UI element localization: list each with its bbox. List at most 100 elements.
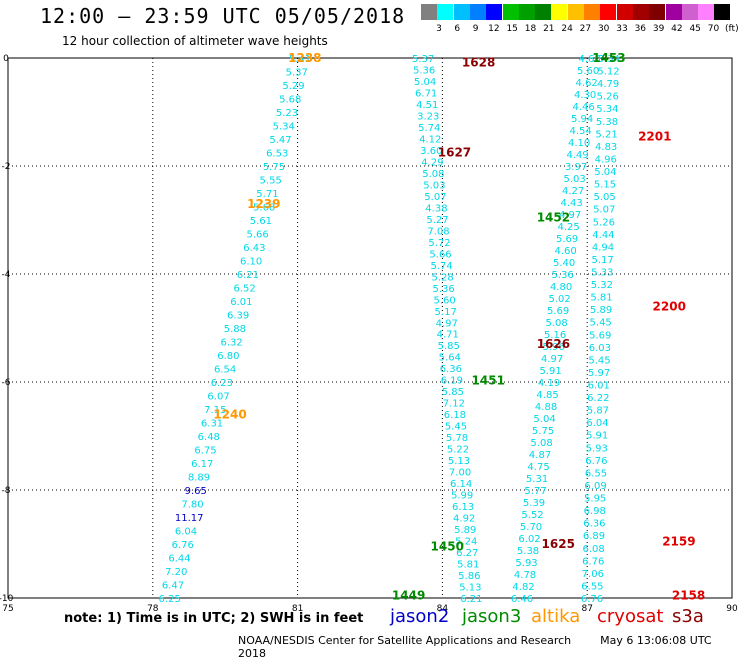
- swh-value: 6.08: [582, 544, 604, 555]
- swh-value: 4.79: [597, 79, 619, 90]
- swh-value: 5.08: [545, 318, 567, 329]
- swh-value: 4.51: [416, 100, 438, 111]
- swh-value: 4.43: [560, 198, 582, 209]
- scale-swatch: [681, 4, 698, 20]
- swh-value: 5.97: [588, 368, 610, 379]
- y-tick-label: -6: [2, 378, 11, 388]
- swh-value: 8.89: [188, 473, 210, 484]
- y-tick-label: 0: [3, 54, 9, 64]
- pass-number-label: 1626: [537, 337, 570, 351]
- pass-number-label: 1451: [472, 373, 505, 387]
- swh-value: 6.31: [201, 419, 223, 430]
- swh-value: 5.71: [256, 189, 278, 200]
- swh-value: 6.39: [227, 311, 249, 322]
- swh-value: 6.55: [585, 468, 607, 479]
- x-tick-label: 84: [437, 604, 449, 614]
- swh-value: 5.23: [276, 108, 298, 119]
- scale-label: 12: [488, 24, 500, 34]
- scale-swatch: [437, 4, 454, 20]
- swh-value: 5.17: [435, 307, 457, 318]
- swh-value: 6.52: [233, 284, 255, 295]
- swh-value: 7.06: [582, 569, 604, 580]
- swh-value: 6.23: [211, 378, 233, 389]
- swh-value: 6.98: [584, 506, 606, 517]
- scale-swatch: [632, 4, 649, 20]
- swh-value: 6.71: [415, 88, 437, 99]
- swh-value: 5.93: [515, 558, 537, 569]
- scale-label: 15: [506, 24, 518, 34]
- swh-value: 3.60: [420, 146, 442, 157]
- pass-number-label: 2200: [653, 299, 686, 313]
- satellite-legend-item: altika: [531, 606, 581, 627]
- scale-label: 9: [472, 24, 479, 34]
- swh-value: 5.08: [422, 169, 444, 180]
- scale-swatch: [698, 4, 715, 20]
- scale-label: 27: [579, 24, 592, 34]
- swh-value: 5.39: [523, 498, 545, 509]
- swh-value: 7.12: [443, 399, 465, 410]
- swh-value: 5.24: [455, 537, 477, 548]
- swh-value: 6.27: [456, 548, 478, 559]
- swh-value: 5.55: [260, 176, 282, 187]
- swh-value: 5.93: [586, 443, 608, 454]
- swh-value: 6.36: [440, 364, 462, 375]
- swh-value: 5.69: [589, 330, 611, 341]
- swh-value: 5.60: [577, 66, 599, 77]
- swh-value: 5.95: [584, 494, 606, 505]
- swh-value: 5.75: [263, 162, 285, 173]
- swh-value: 4.92: [453, 514, 475, 525]
- swh-value: 5.78: [446, 433, 468, 444]
- swh-value: 5.99: [451, 491, 473, 502]
- swh-value: 5.70: [520, 522, 542, 533]
- note-text: note: 1) Time is in UTC; 2) SWH is in fe…: [64, 611, 364, 626]
- swh-value: 6.25: [159, 594, 181, 605]
- swh-value: 5.12: [597, 67, 619, 78]
- swh-value: 5.36: [551, 270, 573, 281]
- credit-line: NOAA/NESDIS Center for Satellite Applica…: [238, 634, 740, 660]
- y-tick-label: -2: [2, 162, 11, 172]
- scale-swatch: [421, 4, 437, 20]
- swh-value: 4.75: [527, 462, 549, 473]
- scale-swatch: [551, 4, 568, 20]
- swh-value: 6.19: [441, 376, 463, 387]
- scale-label: 3: [436, 24, 442, 34]
- swh-value: 4.38: [425, 203, 447, 214]
- swh-value: 4.10: [568, 138, 590, 149]
- swh-value: 6.44: [168, 554, 190, 565]
- swh-value: 5.91: [539, 366, 561, 377]
- scale-unit: (ft): [725, 24, 739, 34]
- swh-value: 3.23: [417, 111, 439, 122]
- swh-value: 5.96: [542, 342, 564, 353]
- swh-value: 4.25: [557, 222, 579, 233]
- swh-value: 5.16: [544, 330, 566, 341]
- scale-swatch: [469, 4, 486, 20]
- pass-number-label: 2158: [672, 588, 705, 602]
- scale-swatch: [486, 4, 503, 20]
- scale-swatch: [567, 4, 584, 20]
- swh-value: 5.77: [524, 486, 546, 497]
- pass-number-label: 2201: [638, 129, 671, 143]
- scale-label: 39: [652, 24, 665, 34]
- swh-value: 5.74: [430, 261, 452, 272]
- swh-value: 6.75: [194, 446, 216, 457]
- swh-value: 4.87: [529, 450, 551, 461]
- swh-value: 5.61: [250, 216, 272, 227]
- swh-value: 5.07: [593, 205, 615, 216]
- scale-swatch: [584, 4, 600, 20]
- swh-value: 5.04: [533, 414, 555, 425]
- pass-number-label: 1452: [537, 210, 570, 224]
- scale-swatch: [600, 4, 617, 20]
- swh-value: 5.37: [412, 54, 434, 65]
- swh-value: 6.47: [162, 581, 184, 592]
- swh-value: 5.34: [598, 54, 620, 65]
- swh-value: 4.82: [512, 582, 534, 593]
- scale-swatch: [616, 4, 633, 20]
- swh-value: 5.47: [269, 135, 291, 146]
- swh-value: 5.36: [413, 65, 435, 76]
- scale-swatch: [665, 4, 682, 20]
- swh-value: 5.26: [593, 217, 615, 228]
- map-title: 12:00 – 23:59 UTC 05/05/2018: [40, 4, 406, 28]
- pass-number-label: 1625: [542, 537, 575, 551]
- swh-value: 5.69: [556, 234, 578, 245]
- swh-value: 6.53: [266, 149, 288, 160]
